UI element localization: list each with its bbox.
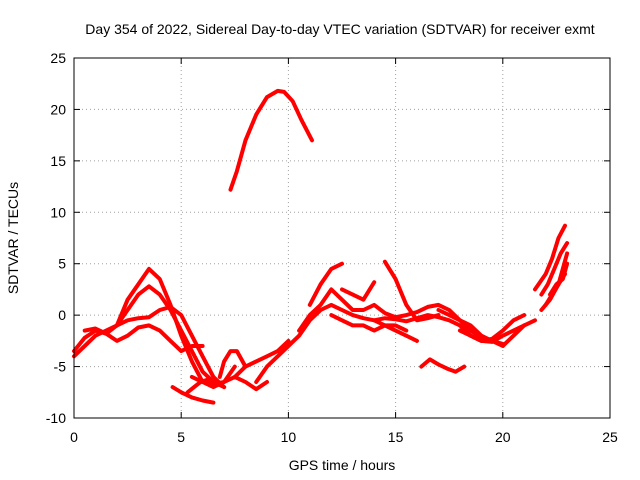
series-line-arc-peak: [228, 88, 314, 192]
series-layer: [72, 88, 570, 405]
grid-layer: [74, 58, 610, 418]
x-tick-label: 10: [281, 429, 297, 445]
series-line-arc-p: [372, 318, 419, 343]
x-tick-label: 20: [495, 429, 511, 445]
series-line-arc-s: [457, 313, 527, 343]
y-tick-label: 0: [58, 307, 66, 323]
series-line-arc-i: [217, 349, 248, 379]
tick-layer: 0 5 10 15 20 25 -10 -5 0 5 10 15 20 25: [46, 50, 618, 445]
series-line-arc-r: [436, 308, 505, 346]
plot-frame: [73, 57, 611, 419]
series-line-arc-q: [419, 357, 467, 374]
series-line-arc-u: [539, 241, 570, 297]
series-line-arc-h: [232, 338, 291, 379]
series-line-arc-x: [548, 261, 570, 297]
y-tick-label: -5: [54, 359, 67, 375]
series-line-arc-w: [539, 251, 570, 312]
x-tick-label: 5: [177, 429, 185, 445]
series-line-arc-l: [307, 261, 344, 307]
y-tick-label: 25: [50, 50, 66, 66]
series-line-arc-c: [82, 323, 205, 354]
x-axis-label: GPS time / hours: [289, 457, 396, 473]
series-line-arc-t: [533, 223, 567, 292]
series-line-arc-o: [382, 259, 441, 323]
y-tick-label: 20: [50, 101, 66, 117]
y-tick-label: 5: [58, 256, 66, 272]
x-tick-label: 0: [70, 429, 78, 445]
series-line-arc-d: [114, 304, 227, 390]
y-tick-label: 15: [50, 153, 66, 169]
y-axis-label: SDTVAR / TECUs: [5, 182, 21, 294]
chart-title: Day 354 of 2022, Sidereal Day-to-day VTE…: [85, 21, 594, 37]
series-line-arc-n: [340, 280, 377, 302]
series-line-arc-e: [170, 385, 216, 405]
series-line-arc-b: [72, 284, 227, 390]
x-tick-label: 25: [602, 429, 618, 445]
series-line-arc-m: [329, 313, 409, 333]
y-tick-label: -10: [46, 410, 66, 426]
series-line-arc-g: [189, 374, 269, 392]
y-tick-label: 10: [50, 204, 66, 220]
x-tick-label: 15: [388, 429, 404, 445]
